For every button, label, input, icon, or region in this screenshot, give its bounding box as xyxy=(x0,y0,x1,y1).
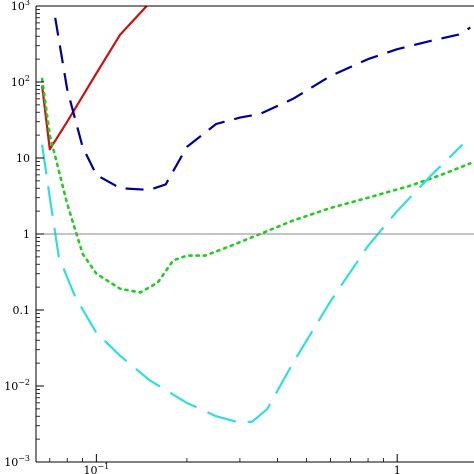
x-tick-label: 10−1 xyxy=(83,462,109,474)
y-tick-label: 0.1 xyxy=(13,304,31,317)
series-lines xyxy=(40,6,472,424)
y-tick-label: 10 xyxy=(16,152,30,165)
x-tick-label: 1 xyxy=(394,464,401,474)
series-line-3 xyxy=(40,77,472,294)
y-tick-label: 103 xyxy=(11,0,30,13)
y-tick-label: 10−3 xyxy=(4,454,30,469)
y-tick-label: 10−2 xyxy=(4,378,30,393)
series-line-2 xyxy=(54,17,471,191)
series-line-1 xyxy=(41,6,148,151)
y-tick-label: 102 xyxy=(11,74,30,89)
series-line-4 xyxy=(41,143,464,424)
axis-ticks xyxy=(36,5,398,463)
y-tick-label: 1 xyxy=(23,228,30,241)
